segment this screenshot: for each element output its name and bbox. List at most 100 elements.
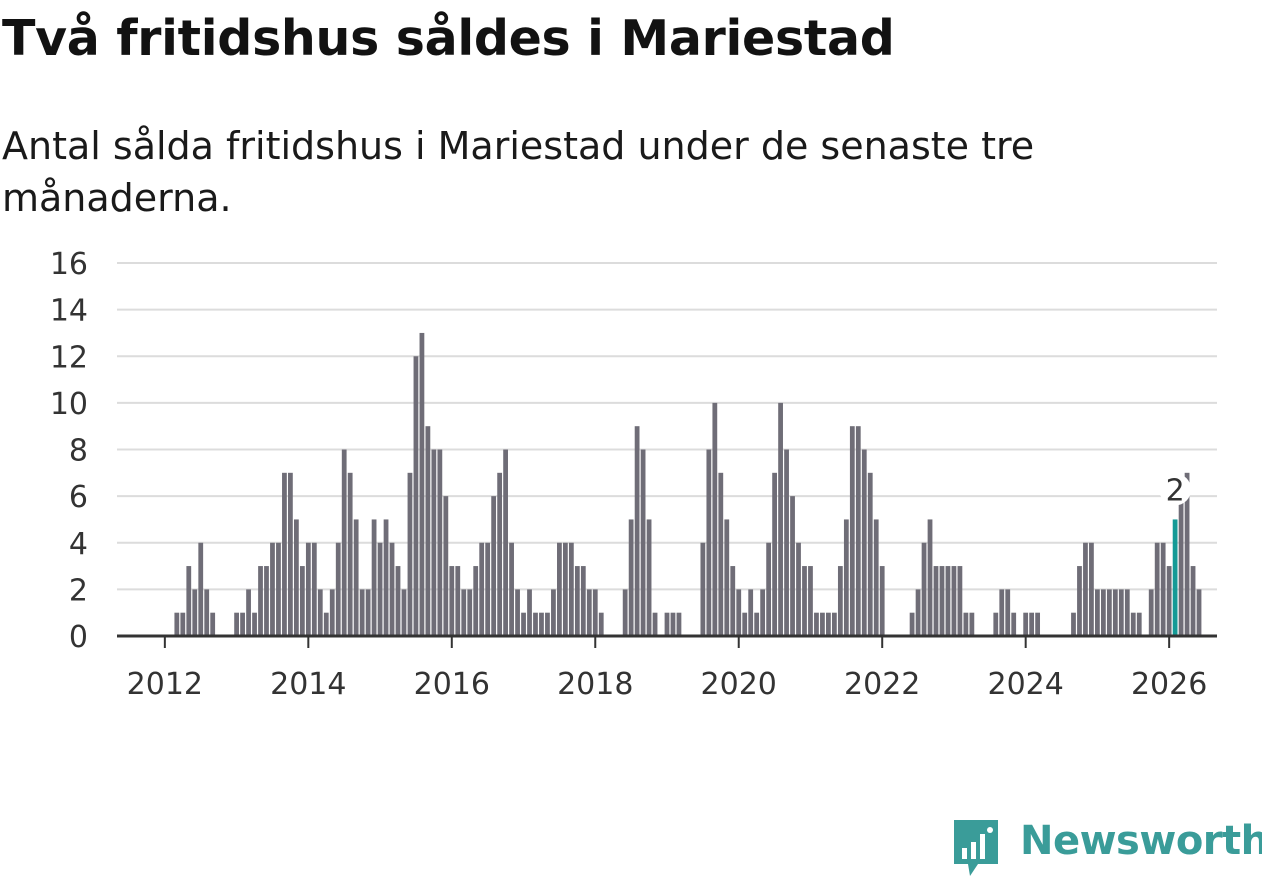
bar — [533, 612, 538, 636]
bar — [437, 449, 443, 636]
bar — [814, 612, 819, 636]
bar — [467, 589, 473, 637]
bar — [700, 542, 706, 636]
highlight-value-label: 2 — [1166, 473, 1185, 508]
bar — [1154, 542, 1160, 636]
highlight-label-bg — [1159, 473, 1192, 506]
bar — [1178, 496, 1184, 637]
x-axis-ticks: 2012 2014 2016 2018 2020 2022 2024 2026 — [127, 636, 1207, 702]
y-tick-label: 12 — [50, 340, 88, 375]
bar — [515, 589, 520, 637]
bar — [293, 519, 299, 636]
bar — [706, 449, 712, 636]
bar — [419, 332, 425, 636]
bar — [1130, 612, 1136, 636]
bar — [1166, 566, 1172, 636]
bar — [1100, 589, 1106, 637]
bar — [401, 589, 407, 637]
bar — [562, 542, 568, 636]
bar — [395, 566, 401, 636]
bar — [831, 612, 837, 636]
bar — [843, 519, 849, 636]
bar — [198, 542, 204, 636]
y-tick-label: 4 — [69, 527, 88, 562]
bar — [640, 449, 646, 636]
x-tick-label: 2024 — [988, 667, 1064, 702]
bar — [676, 612, 682, 636]
bar — [712, 402, 718, 637]
bar — [784, 449, 789, 636]
bar — [473, 566, 479, 636]
bar — [371, 519, 377, 636]
bar — [497, 472, 503, 636]
bar — [204, 589, 210, 637]
bar — [258, 566, 263, 636]
bar — [282, 472, 287, 636]
bar — [909, 612, 915, 636]
bar — [1136, 612, 1142, 636]
bar — [1005, 589, 1011, 637]
bar — [299, 566, 305, 636]
x-tick-label: 2014 — [270, 667, 346, 702]
bar — [754, 612, 760, 636]
bar — [359, 589, 365, 637]
bar — [335, 542, 341, 636]
chart-subtitle: Antal sålda fritidshus i Mariestad under… — [2, 124, 1035, 220]
newsworthy-logo: Newsworthy — [950, 816, 1262, 876]
bar — [724, 519, 730, 636]
bar — [341, 449, 347, 636]
bar — [323, 612, 329, 636]
bar — [503, 449, 508, 636]
bars — [174, 332, 1202, 637]
bar — [509, 542, 514, 636]
y-tick-label: 8 — [69, 434, 88, 469]
bar — [377, 542, 383, 636]
bar — [855, 426, 861, 636]
bar — [1077, 566, 1082, 636]
bar — [485, 542, 491, 636]
y-tick-label: 0 — [69, 620, 88, 655]
y-tick-label: 10 — [50, 387, 88, 422]
bar — [999, 589, 1005, 637]
bar — [718, 472, 724, 636]
x-tick-label: 2020 — [701, 667, 777, 702]
bar — [455, 566, 461, 636]
bar — [270, 542, 275, 636]
highlight-annotation: 2 — [1159, 473, 1192, 508]
bar — [479, 542, 485, 636]
bar — [539, 612, 544, 636]
bar — [592, 589, 598, 637]
bar — [951, 566, 957, 636]
bar — [820, 612, 825, 636]
bar — [1160, 542, 1166, 636]
x-tick-label: 2026 — [1131, 667, 1207, 702]
bar — [246, 589, 251, 637]
bar — [305, 542, 311, 636]
bar — [1035, 612, 1041, 636]
highlight-bar — [1172, 519, 1178, 636]
bar — [969, 612, 975, 636]
chart-title: Två fritidshus såldes i Mariestad — [2, 10, 895, 67]
bar — [963, 612, 969, 636]
bar — [491, 496, 497, 637]
bar — [646, 519, 652, 636]
bar — [174, 612, 180, 636]
bar — [586, 589, 592, 637]
bar — [628, 519, 634, 636]
bar — [1029, 612, 1035, 636]
bar — [1190, 566, 1196, 636]
bar — [802, 566, 807, 636]
bar — [1011, 612, 1017, 636]
bar — [634, 426, 640, 636]
bar — [933, 566, 939, 636]
bar — [790, 496, 795, 637]
bar — [736, 589, 742, 637]
bar — [1124, 589, 1130, 637]
bar — [957, 566, 963, 636]
bar — [873, 519, 879, 636]
bar — [1112, 589, 1118, 637]
bar — [527, 589, 532, 637]
bar — [574, 566, 580, 636]
bar — [288, 472, 293, 636]
